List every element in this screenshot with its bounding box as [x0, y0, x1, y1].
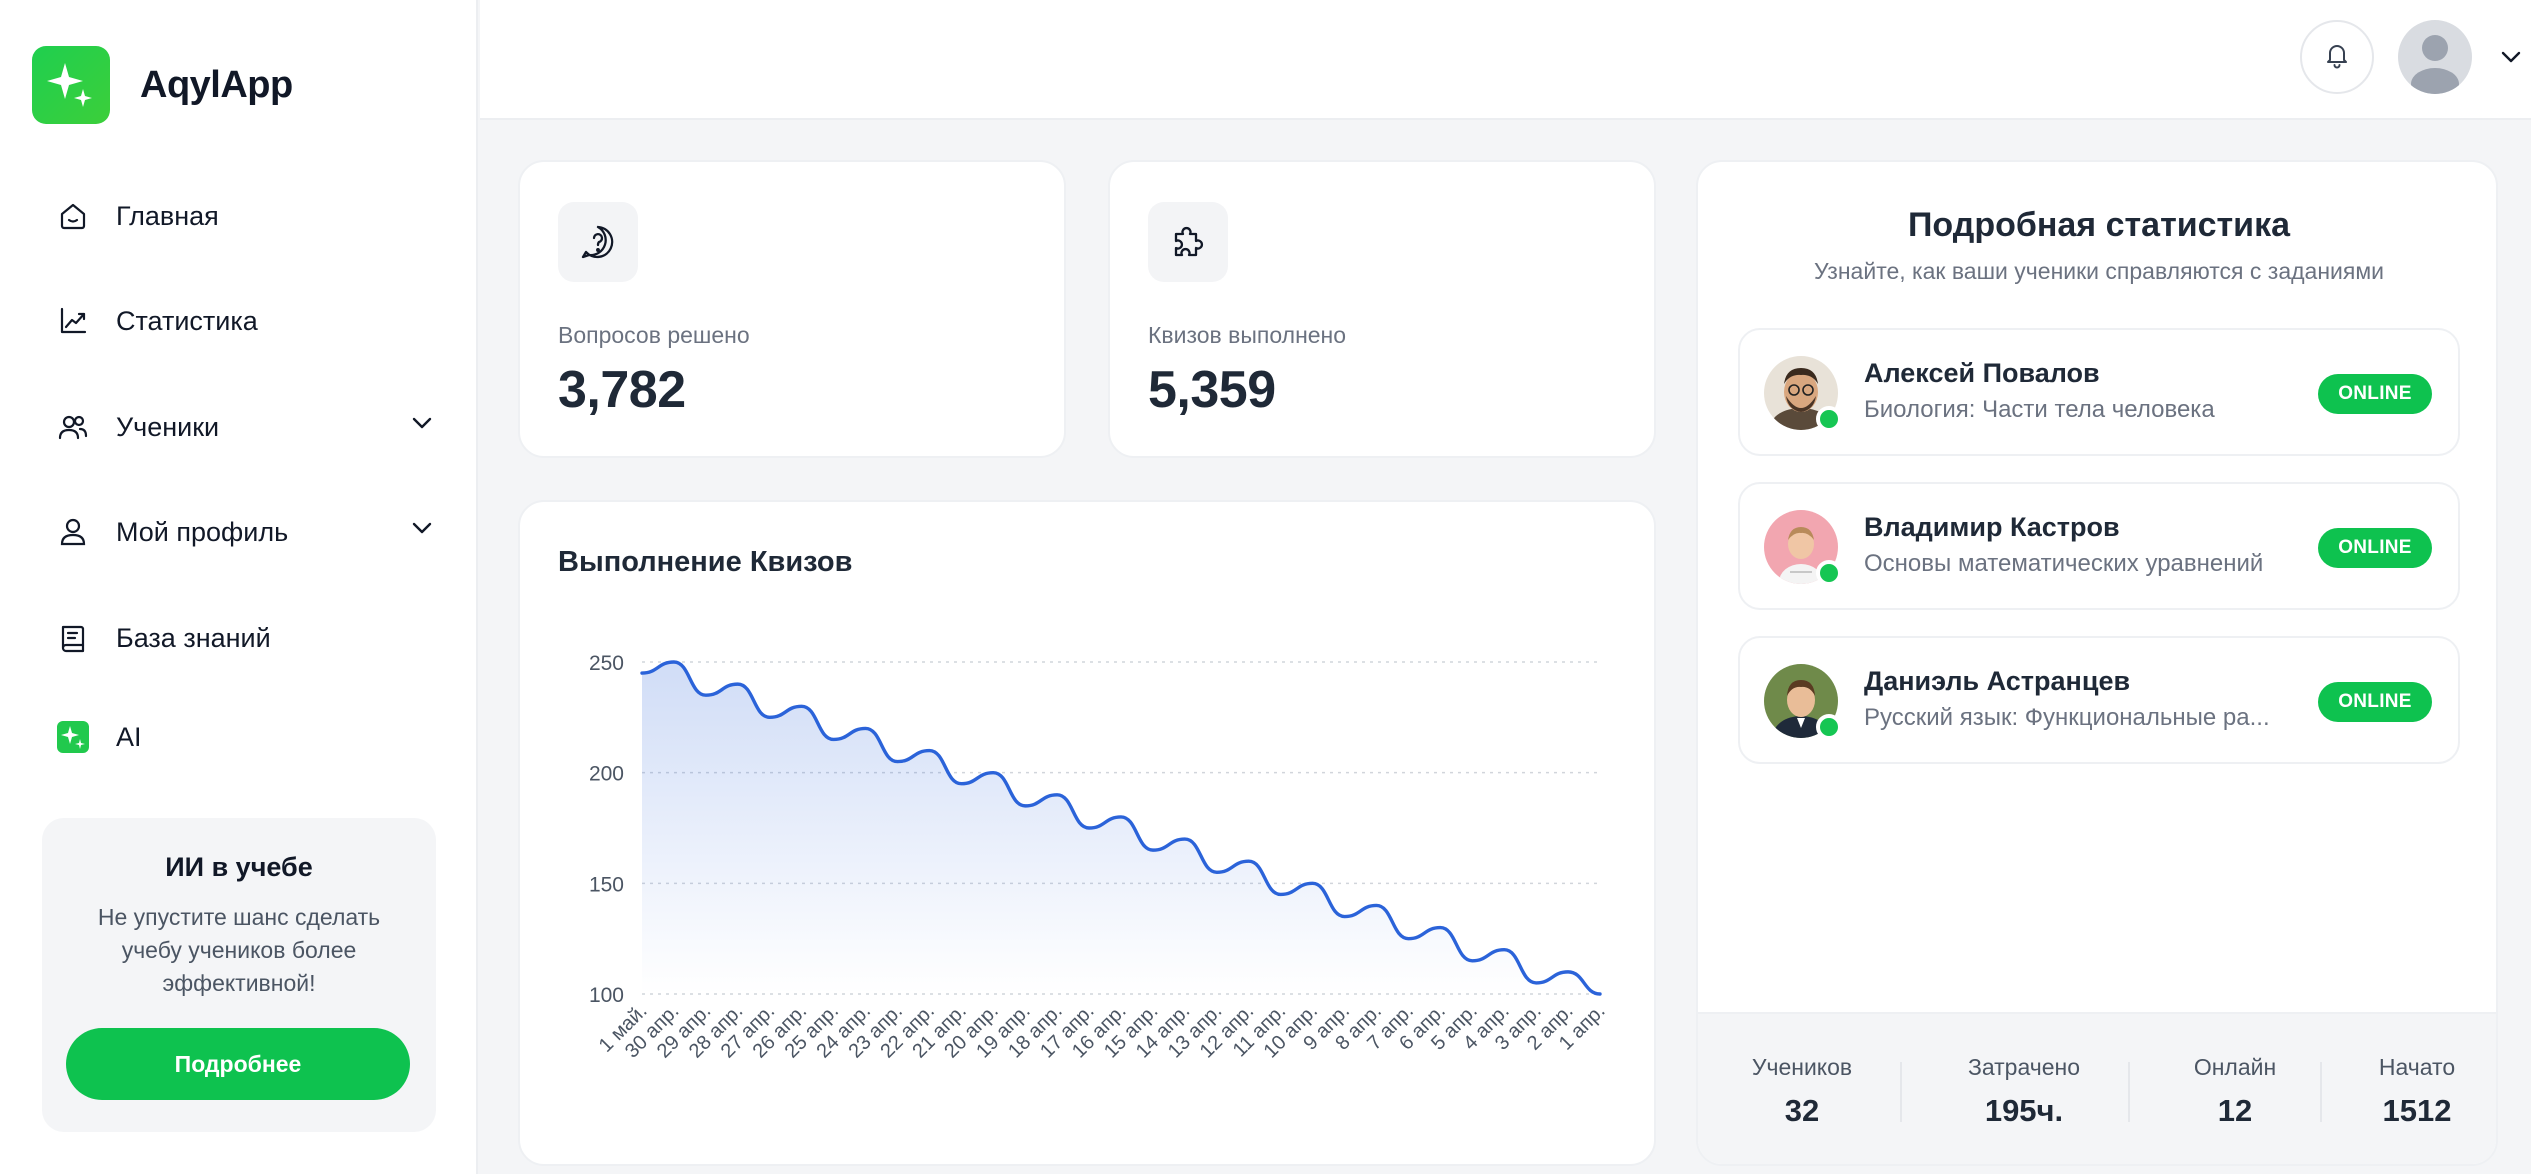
app-logo-icon: [32, 46, 110, 124]
sidebar-item-knowledge-base[interactable]: База знаний: [56, 608, 436, 668]
footer-stat-label: Начато: [2378, 1054, 2456, 1080]
student-row[interactable]: Даниэль Астранцев Русский язык: Функцион…: [1738, 636, 2460, 764]
sidebar: AqylApp Главная Статистика Ученики: [0, 0, 478, 1174]
sidebar-item-label: База знаний: [116, 622, 271, 653]
footer-stat-label: Учеников: [1751, 1054, 1853, 1080]
footer-stat-students: Учеников 32: [1728, 1014, 1876, 1164]
avatar: [1764, 664, 1842, 740]
online-indicator: [1816, 714, 1842, 740]
footer-stat-online: Онлайн 12: [2160, 1014, 2310, 1164]
y-tick-label: 150: [589, 873, 624, 896]
topbar: [480, 0, 2531, 120]
student-name: Даниэль Астранцев: [1864, 666, 2131, 696]
book-icon: [56, 621, 90, 655]
stat-label: Вопросов решено: [558, 322, 750, 348]
divider: [2128, 1062, 2130, 1122]
users-icon: [56, 410, 90, 444]
divider: [2320, 1062, 2322, 1122]
sparkle-icon: [56, 720, 90, 754]
student-row[interactable]: Владимир Кастров Основы математических у…: [1738, 482, 2460, 610]
sidebar-item-label: Статистика: [116, 305, 258, 336]
student-name: Алексей Повалов: [1864, 358, 2100, 388]
status-badge: ONLINE: [2318, 374, 2432, 414]
detail-stats-card: Подробная статистика Узнайте, как ваши у…: [1696, 160, 2498, 1166]
footer-stat-started: Начато 1512: [2352, 1014, 2482, 1164]
footer-stat-label: Онлайн: [2193, 1054, 2277, 1080]
footer-stat-value: 12: [2217, 1093, 2253, 1128]
student-subject: Биология: Части тела человека: [1864, 396, 2215, 423]
sidebar-item-label: Мой профиль: [116, 516, 289, 547]
quiz-chart-card: Выполнение Квизов 100 150 200 250 1 май. 30 а…: [518, 500, 1656, 1166]
avatar: [1764, 356, 1842, 432]
stat-label: Квизов выполнено: [1148, 322, 1347, 348]
puzzle-icon: [1148, 202, 1228, 282]
detail-subtitle: Узнайте, как ваши ученики справляются с …: [1813, 258, 2384, 284]
student-subject: Русский язык: Функциональные ра...: [1864, 704, 2270, 731]
footer-stat-label: Затрачено: [1967, 1054, 2081, 1080]
sidebar-item-students[interactable]: Ученики: [56, 397, 436, 457]
stat-card-questions: Вопросов решено 3,782: [518, 160, 1066, 458]
app-name: AqylApp: [140, 63, 293, 106]
stat-value: 5,359: [1148, 361, 1276, 419]
question-bubble-icon: [558, 202, 638, 282]
student-row[interactable]: Алексей Повалов Биология: Части тела чел…: [1738, 328, 2460, 456]
y-tick-label: 250: [589, 652, 624, 675]
user-avatar[interactable]: [2398, 20, 2472, 94]
sidebar-item-label: Ученики: [116, 411, 220, 442]
promo-card: ИИ в учебе Не упустите шанс сделать учеб…: [42, 818, 436, 1132]
sidebar-item-ai[interactable]: AI: [56, 707, 436, 767]
notifications-button[interactable]: [2300, 20, 2374, 94]
avatar-placeholder-icon: [2411, 35, 2459, 94]
online-indicator: [1816, 560, 1842, 586]
footer-stat-value: 32: [1784, 1093, 1820, 1128]
stat-card-quizzes: Квизов выполнено 5,359: [1108, 160, 1656, 458]
promo-text: Не упустите шанс сделать учебу учеников …: [97, 904, 381, 996]
status-badge: ONLINE: [2318, 682, 2432, 722]
brand[interactable]: AqylApp: [32, 46, 293, 124]
chart-icon: [56, 304, 90, 338]
student-subject: Основы математических уравнений: [1864, 550, 2264, 577]
footer-stat-time: Затрачено 195ч.: [1928, 1014, 2120, 1164]
chevron-down-icon[interactable]: [408, 409, 436, 437]
y-tick-label: 100: [589, 984, 624, 1007]
y-tick-label: 200: [589, 763, 624, 786]
detail-footer: Учеников 32 Затрачено 195ч. Онлайн 12 На…: [1698, 1012, 2496, 1164]
divider: [1900, 1062, 1902, 1122]
sidebar-item-label: Главная: [116, 200, 219, 231]
chevron-down-icon[interactable]: [2498, 44, 2524, 70]
learn-more-button[interactable]: Подробнее: [66, 1028, 410, 1100]
status-badge: ONLINE: [2318, 528, 2432, 568]
sidebar-item-label: AI: [116, 721, 142, 752]
stat-value: 3,782: [558, 361, 686, 419]
footer-stat-value: 1512: [2382, 1093, 2452, 1128]
bell-icon: [2322, 40, 2352, 75]
home-icon: [56, 199, 90, 233]
chevron-down-icon[interactable]: [408, 514, 436, 542]
footer-stat-value: 195ч.: [1984, 1093, 2064, 1128]
detail-title: Подробная статистика: [1907, 206, 2291, 244]
sidebar-item-statistics[interactable]: Статистика: [56, 291, 436, 351]
promo-title: ИИ в учебе: [165, 852, 313, 882]
chart-title: Выполнение Квизов: [558, 546, 853, 578]
student-name: Владимир Кастров: [1864, 512, 2120, 542]
online-indicator: [1816, 406, 1842, 432]
avatar: [1764, 510, 1842, 586]
user-icon: [56, 515, 90, 549]
sidebar-item-home[interactable]: Главная: [56, 186, 436, 246]
sidebar-item-profile[interactable]: Мой профиль: [56, 502, 436, 562]
